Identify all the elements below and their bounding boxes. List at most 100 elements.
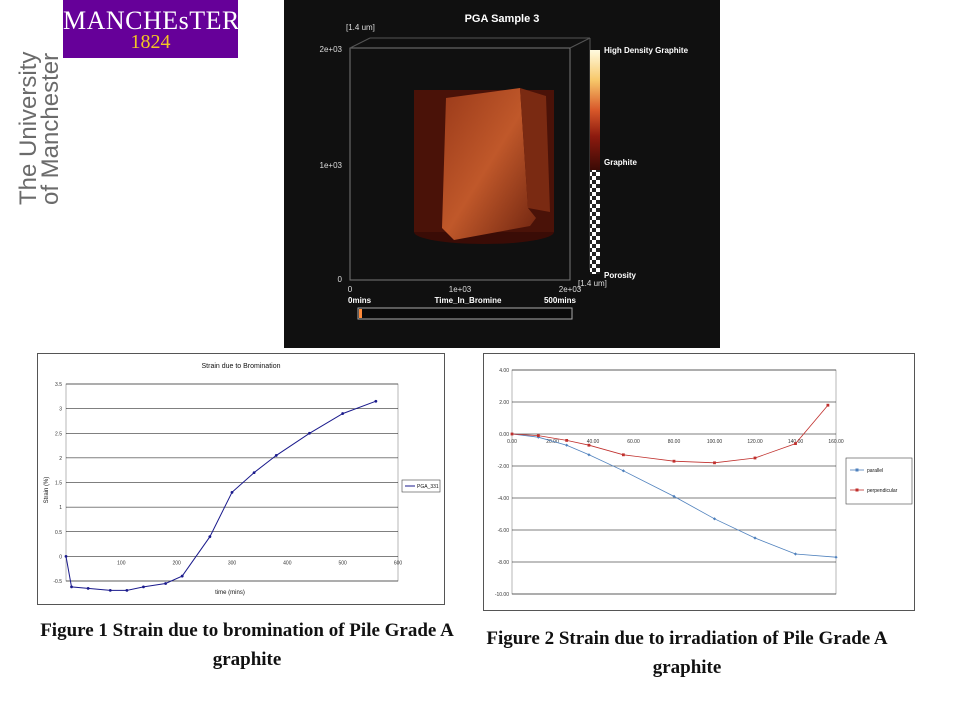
- chart-1-y-tick: 1.5: [55, 481, 62, 487]
- figure-2-chart: 4.00 2.00 0.00 -2.00 -4.00 -6.00 -8.00 -10.00 0.…: [483, 353, 915, 611]
- time-slider-track[interactable]: [357, 307, 573, 320]
- chart-2-y-tick: -8.00: [498, 560, 510, 566]
- render-title: PGA Sample 3: [465, 13, 540, 25]
- chart-1-y-tick: 1: [59, 505, 62, 511]
- chart-1-ylabel: Strain (%): [44, 477, 50, 504]
- render-unit-right: [1.4 um]: [578, 279, 607, 288]
- render-y-tick: 0: [338, 275, 343, 284]
- chart-1-x-tick: 400: [283, 560, 292, 566]
- chart-1-x-tick: 200: [172, 560, 181, 566]
- chart-1-data-point: [180, 574, 184, 578]
- chart-2-data-point-perpendicular: [794, 442, 797, 445]
- chart-1-data-point: [230, 490, 234, 494]
- sample-body: [442, 88, 536, 240]
- chart-1-y-tick: 3: [59, 407, 62, 413]
- chart-2-legend-label: perpendicular: [867, 488, 898, 494]
- chart-1-y-tick: -0.5: [53, 579, 62, 585]
- chart-1-y-tick: 0: [59, 554, 62, 560]
- chart-1-data-point: [208, 535, 212, 539]
- chart-2-x-tick: 40.00: [587, 439, 600, 445]
- chart-2-data-point-perpendicular: [621, 453, 625, 457]
- university-wordmark: The University of Manchester: [15, 52, 64, 205]
- chart-1-data-point: [125, 588, 129, 592]
- chart-2-data-point-parallel: [712, 517, 717, 521]
- chart-1-data-point: [108, 588, 112, 592]
- chart-1-data-point: [142, 585, 145, 589]
- chart-2-legend-label: parallel: [867, 468, 883, 474]
- chart-2-data-point-parallel: [793, 552, 798, 556]
- colorbar-label-porosity: Porosity: [604, 271, 637, 280]
- chart-1-legend-box: [401, 479, 441, 493]
- render-frame-edge: [569, 37, 591, 49]
- chart-1-data-point: [252, 471, 256, 475]
- chart-2-data-point-perpendicular: [565, 439, 569, 442]
- sample-side: [520, 88, 550, 212]
- chart-2-x-tick: 60.00: [627, 439, 640, 445]
- chart-2-data-point-perpendicular: [753, 456, 757, 460]
- chart-2-y-tick: 4.00: [499, 368, 509, 374]
- chart-1-x-tick: 100: [117, 560, 126, 566]
- logo-year: 1824: [130, 31, 171, 53]
- render-frame-edge: [349, 37, 371, 49]
- chart-1-data-point: [374, 399, 378, 403]
- chart-1-y-tick: 2.5: [55, 431, 62, 437]
- render-x-tick: 1e+03: [449, 285, 472, 294]
- colorbar-label-high: High Density Graphite: [604, 46, 689, 55]
- chart-2-data-point-perpendicular: [826, 403, 830, 407]
- figure-2-caption: Figure 2 Strain due to irradiation of Pi…: [486, 628, 888, 678]
- chart-1-data-point: [164, 582, 167, 585]
- chart-1-y-tick: 2: [59, 456, 62, 462]
- chart-2-legend-marker: [855, 488, 859, 492]
- chart-1-x-tick: 600: [394, 560, 403, 566]
- chart-1-title: Strain due to Bromination: [202, 363, 281, 370]
- figure-1-svg: Strain due to Bromination time (mins) St…: [44, 363, 441, 596]
- chart-1-y-tick: 3.5: [55, 382, 62, 388]
- render-unit-top: [1.4 um]: [346, 23, 375, 32]
- chart-1-data-point: [341, 412, 345, 415]
- chart-2-data-point-perpendicular: [713, 461, 716, 465]
- chart-2-y-tick: -4.00: [498, 496, 510, 502]
- chart-2-data-point-perpendicular: [672, 459, 676, 463]
- chart-1-data-point: [70, 585, 73, 589]
- chart-2-y-tick: 0.00: [499, 432, 509, 438]
- chart-2-x-tick: 0.00: [507, 439, 517, 445]
- figure-2-svg: 4.00 2.00 0.00 -2.00 -4.00 -6.00 -8.00 -10.00 0.…: [495, 368, 913, 598]
- render-x-tick: 2e+03: [559, 285, 582, 294]
- chart-1-data-point: [64, 554, 68, 558]
- render-panel-svg: PGA Sample 3 [1.4 um] 2e+03 1e+03 0 0 1e…: [320, 13, 689, 320]
- chart-2-y-tick: -10.00: [495, 592, 509, 598]
- time-end-label: 500mins: [544, 296, 577, 305]
- time-start-label: 0mins: [348, 296, 372, 305]
- graphite-sample-volume: [414, 88, 554, 244]
- chart-1-legend-label: PGA_331: [417, 484, 439, 490]
- colorbar-gradient: [590, 50, 600, 170]
- chart-2-data-point-parallel: [753, 536, 757, 540]
- chart-1-x-tick: 300: [228, 560, 237, 566]
- chart-2-y-tick: -6.00: [498, 528, 510, 534]
- chart-2-y-tick: -2.00: [498, 464, 510, 470]
- chart-2-x-tick: 80.00: [668, 439, 681, 445]
- render-x-tick: 0: [348, 285, 353, 294]
- chart-2-data-point-parallel: [834, 555, 838, 559]
- manchester-logo: MANCHEsTER 1824: [63, 0, 239, 58]
- time-axis-label: Time_In_Bromine: [435, 296, 503, 305]
- chart-2-x-tick: 140.00: [788, 439, 804, 445]
- chart-2-series-line-perpendicular: [511, 404, 829, 464]
- chart-1-data-point: [86, 586, 90, 590]
- chart-2-y-tick: 2.00: [499, 400, 509, 406]
- render-frame: [349, 47, 571, 281]
- chart-2-series-line-parallel: [511, 433, 837, 558]
- chart-2-legend-marker: [855, 468, 859, 472]
- figure-1-caption: Figure 1 Strain due to bromination of Pi…: [40, 620, 454, 670]
- colorbar-label-graphite: Graphite: [604, 158, 637, 167]
- colorbar-checker: [590, 170, 600, 274]
- chart-2-legend-box: [845, 457, 913, 505]
- chart-2-data-point-perpendicular: [510, 432, 514, 436]
- chart-2-data-point-perpendicular: [587, 443, 591, 447]
- time-slider-handle[interactable]: [359, 309, 362, 318]
- chart-1-xlabel: time (mins): [215, 590, 245, 596]
- render-panel: PGA Sample 3 [1.4 um] 2e+03 1e+03 0 0 1e…: [284, 0, 720, 348]
- chart-2-x-tick: 160.00: [828, 439, 844, 445]
- figure-1-chart: Strain due to Bromination time (mins) St…: [37, 353, 445, 605]
- chart-2-data-point-perpendicular: [536, 434, 540, 437]
